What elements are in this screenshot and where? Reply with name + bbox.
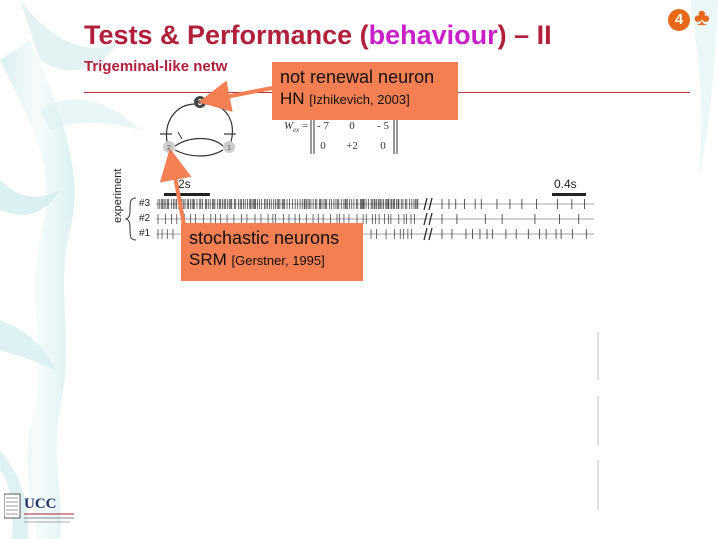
- callout-srm-cite: [Gerstner, 1995]: [231, 253, 325, 268]
- callout-hn-cite: [Izhikevich, 2003]: [309, 92, 410, 107]
- arrow-to-hn-node: [198, 80, 273, 112]
- weight-matrix: W ex = - 7 0 - 5 0 +2 0: [284, 116, 398, 154]
- scale-bar-right: [552, 193, 586, 196]
- axis-break-mark: [423, 227, 428, 241]
- raster-row-label-2: #2: [139, 213, 151, 224]
- axis-break-mark: [423, 212, 428, 226]
- callout-hn-neuron: not renewal neuron HN [Izhikevich, 2003]: [272, 62, 458, 120]
- title-prefix: Tests & Performance (: [84, 20, 369, 50]
- arrow-to-srm-nodes: [159, 148, 192, 226]
- matrix-equals: =: [302, 120, 308, 132]
- matrix-subscript: ex: [293, 126, 300, 134]
- raster-row-label-1: #1: [139, 228, 151, 239]
- callout-hn-line1: not renewal neuron: [280, 67, 435, 87]
- axis-break-mark: [428, 212, 433, 226]
- club-icon: ♣: [694, 4, 710, 31]
- network-node-1: [223, 141, 235, 153]
- slide-number-badge: 4: [668, 9, 690, 31]
- title-suffix: ) – II: [497, 20, 552, 50]
- raster-row-label-3: #3: [139, 198, 151, 209]
- network-node-1-label: 1: [227, 145, 231, 152]
- matrix-cell: +2: [346, 140, 358, 152]
- axis-break-mark: [428, 227, 433, 241]
- matrix-cell: 0: [349, 120, 355, 132]
- matrix-cell: 0: [380, 140, 386, 152]
- axis-break-mark: [423, 197, 428, 211]
- raster-brace: [124, 197, 137, 241]
- axis-break-mark: [428, 197, 433, 211]
- university-logo: [4, 493, 74, 523]
- logo-text: UCC: [24, 496, 57, 512]
- slide-title: Tests & Performance (behaviour) – II: [84, 20, 552, 51]
- matrix-cell: - 5: [377, 120, 389, 132]
- callout-hn-line2: HN: [280, 89, 305, 108]
- scale-bar-left: [164, 193, 210, 196]
- title-highlight: behaviour: [368, 20, 498, 50]
- scale-label-right: 0.4s: [554, 177, 577, 191]
- matrix-cell: 0: [320, 140, 326, 152]
- slide-subtitle: Trigeminal-like netw: [84, 58, 228, 75]
- matrix-cell: - 7: [317, 120, 329, 132]
- callout-srm-neurons: stochastic neurons SRM [Gerstner, 1995]: [181, 223, 363, 281]
- matrix-label: W: [284, 120, 294, 132]
- callout-srm-line1: stochastic neurons: [189, 228, 340, 248]
- callout-srm-line2: SRM: [189, 250, 227, 269]
